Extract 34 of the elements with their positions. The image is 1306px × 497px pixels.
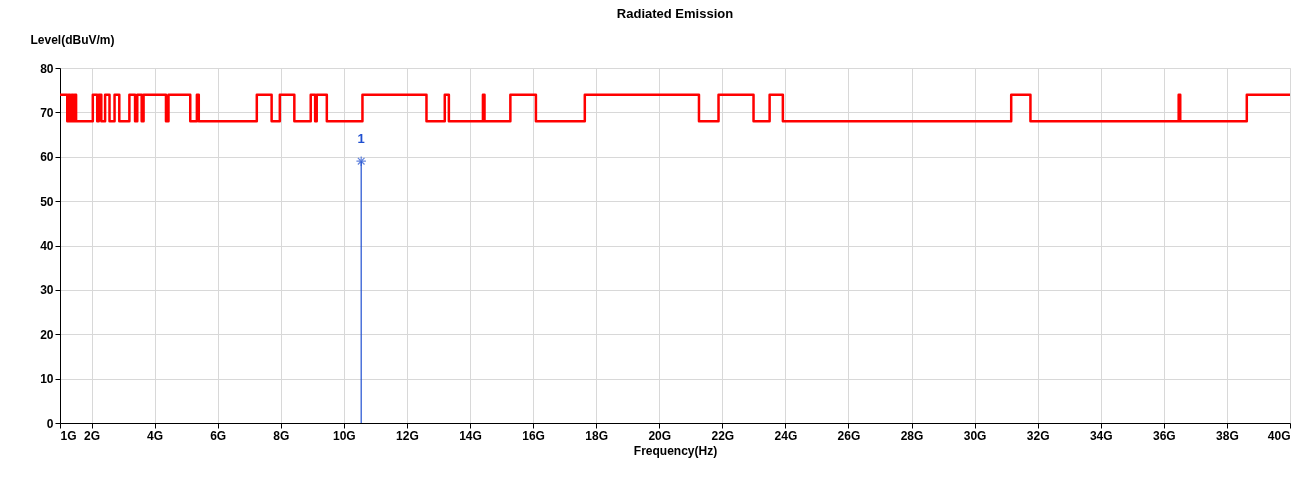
- y-axis-title: Level(dBuV/m): [30, 32, 115, 47]
- annotation: 1: [357, 131, 365, 147]
- y-tick-label: 20: [40, 327, 54, 342]
- x-tick-label: 14G: [459, 428, 482, 443]
- y-tick-label: 60: [40, 150, 54, 165]
- x-axis-title: Frequency(Hz): [633, 443, 718, 458]
- x-tick-label: 24G: [774, 428, 798, 443]
- x-tick-label: 20G: [648, 428, 672, 443]
- x-tick-label: 10G: [333, 428, 356, 443]
- y-tick-label: 50: [40, 194, 54, 209]
- x-tick-label: 34G: [1089, 428, 1113, 443]
- x-tick-label: 1G: [60, 428, 77, 443]
- x-tick-label: 18G: [585, 428, 608, 443]
- x-tick-label: 2G: [84, 428, 101, 443]
- x-tick-label: 40G: [1267, 428, 1291, 443]
- x-tick-label: 8G: [273, 428, 290, 443]
- x-tick-label: 16G: [522, 428, 545, 443]
- x-tick-label: 4G: [147, 428, 164, 443]
- x-tick-label: 26G: [837, 428, 861, 443]
- chart-title: Radiated Emission: [616, 6, 734, 21]
- y-tick-label: 70: [40, 105, 54, 120]
- x-tick-label: 32G: [1026, 428, 1050, 443]
- x-tick-label: 22G: [711, 428, 735, 443]
- x-tick-label: 36G: [1153, 428, 1176, 443]
- x-tick-label: 12G: [396, 428, 419, 443]
- y-tick-label: 0: [46, 416, 54, 431]
- x-tick-label: 6G: [210, 428, 227, 443]
- x-tick-label: 28G: [900, 428, 924, 443]
- y-tick-label: 30: [40, 283, 54, 298]
- y-tick-label: 40: [40, 239, 54, 253]
- y-tick-label: 10: [40, 372, 54, 387]
- x-tick-label: 38G: [1216, 428, 1239, 443]
- y-tick-label: 80: [40, 61, 54, 76]
- x-tick-label: 30G: [963, 428, 987, 443]
